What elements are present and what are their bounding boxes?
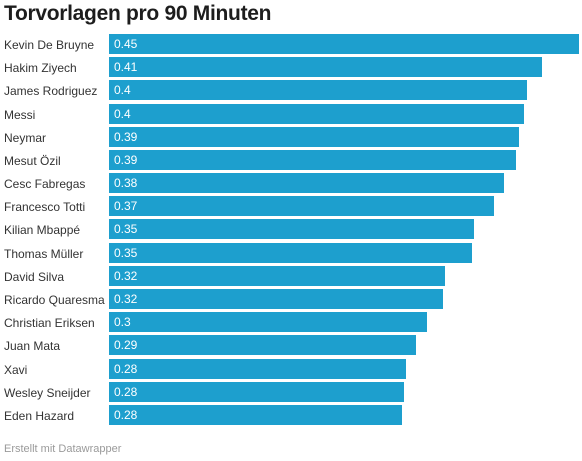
bar — [109, 381, 404, 402]
value-label: 0.38 — [114, 176, 138, 191]
value-label: 0.4 — [114, 106, 131, 121]
value-label: 0.41 — [114, 60, 138, 75]
value-label: 0.3 — [114, 315, 131, 330]
category-label: Neymar — [4, 130, 47, 145]
category-label: Xavi — [4, 362, 28, 377]
bar — [109, 265, 445, 286]
value-label: 0.28 — [114, 384, 138, 399]
bar-row: David Silva 0.32 — [0, 265, 582, 289]
category-label: Hakim Ziyech — [4, 61, 77, 76]
category-label: Kilian Mbappé — [4, 223, 81, 238]
bar — [109, 196, 494, 217]
bar — [109, 219, 474, 240]
bar — [109, 103, 524, 124]
bar — [109, 335, 416, 356]
bar — [109, 126, 519, 147]
bar — [109, 34, 579, 54]
bar-row: Francesco Totti 0.37 — [0, 196, 582, 219]
bar-row: Kilian Mbappé 0.35 — [0, 219, 582, 242]
bar — [109, 173, 504, 194]
bar-row: Christian Eriksen 0.3 — [0, 312, 582, 335]
category-label: Wesley Sneijder — [4, 385, 91, 400]
category-label: Ricardo Quaresma — [4, 292, 105, 307]
bar — [109, 404, 402, 425]
value-label: 0.32 — [114, 268, 138, 283]
bar-row: Xavi 0.28 — [0, 358, 582, 382]
value-label: 0.4 — [114, 83, 131, 98]
value-label: 0.45 — [114, 37, 138, 51]
bar-row: Hakim Ziyech 0.41 — [0, 57, 582, 80]
category-label: Francesco Totti — [4, 200, 86, 215]
bar-row: James Rodriguez 0.4 — [0, 80, 582, 103]
bar — [109, 57, 542, 78]
chart-title: Torvorlagen pro 90 Minuten — [4, 2, 272, 25]
value-label: 0.29 — [114, 338, 138, 353]
bar-row: Eden Hazard 0.28 — [0, 404, 582, 428]
bar — [109, 242, 472, 263]
category-label: Messi — [4, 107, 36, 122]
value-label: 0.39 — [114, 152, 138, 167]
category-label: Thomas Müller — [4, 246, 84, 261]
bar — [109, 149, 516, 170]
bar — [109, 288, 443, 309]
value-label: 0.35 — [114, 245, 138, 260]
category-label: Kevin De Bruyne — [4, 38, 95, 52]
bar-row: Kevin De Bruyne 0.45 — [0, 34, 582, 57]
bar — [109, 80, 527, 101]
category-label: David Silva — [4, 269, 65, 284]
category-label: Juan Mata — [4, 339, 61, 354]
bar-row: Messi 0.4 — [0, 103, 582, 127]
bar-row: Ricardo Quaresma 0.32 — [0, 288, 582, 312]
bar-row: Thomas Müller 0.35 — [0, 242, 582, 266]
credit-footer: Erstellt mit Datawrapper — [4, 443, 122, 455]
bar-row: Cesc Fabregas 0.38 — [0, 173, 582, 196]
value-label: 0.39 — [114, 129, 138, 144]
bar-row: Mesut Özil 0.39 — [0, 149, 582, 173]
bar — [109, 358, 406, 379]
category-label: Mesut Özil — [4, 153, 61, 168]
value-label: 0.28 — [114, 361, 138, 376]
category-label: Christian Eriksen — [4, 316, 95, 331]
value-label: 0.28 — [114, 407, 138, 422]
category-label: Cesc Fabregas — [4, 177, 86, 192]
category-label: Eden Hazard — [4, 408, 75, 423]
bar-chart: Kevin De Bruyne 0.45 Hakim Ziyech 0.41 James… — [0, 34, 582, 432]
bar-row: Wesley Sneijder 0.28 — [0, 381, 582, 405]
bar-row: Neymar 0.39 — [0, 126, 582, 150]
bar — [109, 312, 427, 333]
value-label: 0.37 — [114, 199, 138, 214]
category-label: James Rodriguez — [4, 84, 98, 99]
bar-row: Juan Mata 0.29 — [0, 335, 582, 358]
value-label: 0.32 — [114, 291, 138, 306]
value-label: 0.35 — [114, 222, 138, 237]
